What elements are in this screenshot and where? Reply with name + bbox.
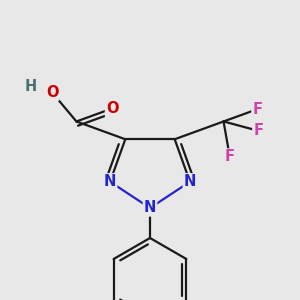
Text: N: N: [184, 174, 196, 189]
Text: O: O: [46, 85, 58, 100]
Text: F: F: [225, 149, 235, 164]
Text: N: N: [104, 174, 116, 189]
Text: F: F: [253, 123, 263, 138]
Text: N: N: [144, 200, 156, 215]
Text: O: O: [106, 101, 118, 116]
Text: F: F: [252, 102, 262, 117]
Text: H: H: [25, 79, 37, 94]
